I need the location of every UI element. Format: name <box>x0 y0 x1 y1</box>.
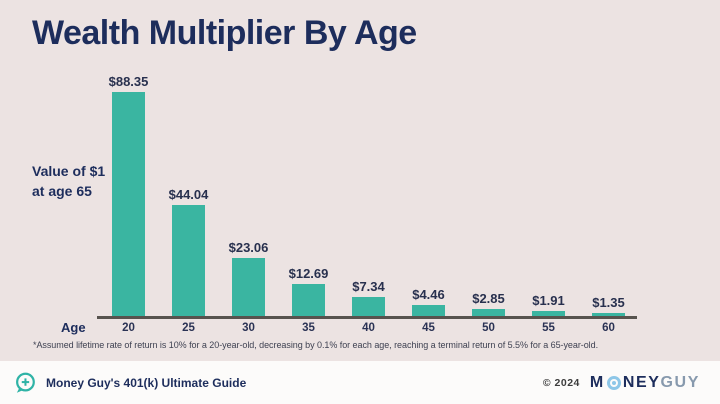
bar-value-label: $2.85 <box>472 290 505 306</box>
x-axis-tick-label: 35 <box>302 322 315 334</box>
footer-guide-label: Money Guy's 401(k) Ultimate Guide <box>46 375 247 390</box>
logo-letters-guy: GUY <box>660 373 700 391</box>
logo-letters-ney: NEY <box>622 373 661 391</box>
y-axis-annotation-line2: at age 65 <box>32 182 92 199</box>
bar-value-label: $1.35 <box>592 294 625 310</box>
bar-age-40 <box>352 297 385 316</box>
y-axis-annotation: Value of $1 at age 65 <box>32 162 105 201</box>
plus-chat-bubble-icon <box>16 372 35 393</box>
bar-value-label: $88.35 <box>108 74 149 90</box>
bar-age-25 <box>172 204 205 316</box>
x-axis-title: Age <box>61 320 86 335</box>
footnote: *Assumed lifetime rate of return is 10% … <box>33 340 599 350</box>
bar-age-35 <box>292 283 325 316</box>
bar-value-label: $12.69 <box>288 265 329 281</box>
x-axis-tick-label: 30 <box>242 322 255 334</box>
footer-bar: Money Guy's 401(k) Ultimate Guide © 2024… <box>0 361 720 404</box>
bar-age-60 <box>592 312 625 316</box>
copyright-text: © 2024 <box>542 376 580 389</box>
x-axis-tick-label: 50 <box>482 322 495 334</box>
bar-age-50 <box>472 308 505 316</box>
x-axis-tick-label: 45 <box>422 322 435 334</box>
page-title: Wealth Multiplier By Age <box>32 14 417 52</box>
footer-left: Money Guy's 401(k) Ultimate Guide <box>13 371 246 395</box>
bar-age-45 <box>412 304 445 316</box>
logo-letter-m: M <box>589 373 605 391</box>
bar-age-20 <box>112 92 145 316</box>
bar-value-label: $7.34 <box>352 279 385 295</box>
bar-value-label: $4.46 <box>412 286 445 302</box>
x-axis-tick-label: 60 <box>602 322 615 334</box>
bar-value-label: $1.91 <box>532 293 565 309</box>
y-axis-annotation-line1: Value of $1 <box>32 163 106 179</box>
bar-age-30 <box>232 257 265 316</box>
x-axis-tick-label: 40 <box>362 322 375 334</box>
footer-right: © 2024 M NEY GUY <box>543 374 700 392</box>
bar-age-55 <box>532 311 565 316</box>
moneyguy-logo: M NEY GUY <box>590 374 700 392</box>
logo-o-icon <box>606 375 621 390</box>
x-axis-line <box>97 316 637 319</box>
bar-value-label: $44.04 <box>168 186 209 202</box>
x-axis-tick-label: 25 <box>182 322 195 334</box>
x-axis-tick-label: 55 <box>542 322 555 334</box>
x-axis-tick-label: 20 <box>122 322 135 334</box>
bar-value-label: $23.06 <box>228 239 269 255</box>
